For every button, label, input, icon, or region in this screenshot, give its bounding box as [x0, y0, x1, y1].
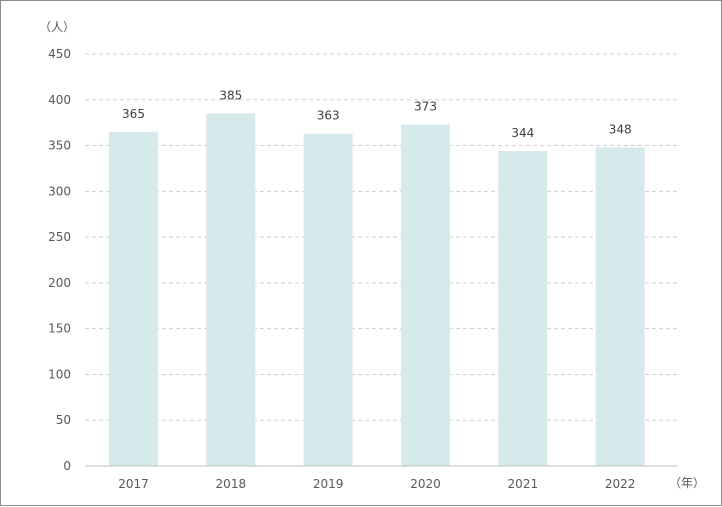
bar: [498, 151, 548, 466]
y-tick-label: 450: [48, 47, 71, 61]
bars: [109, 113, 645, 467]
bar: [303, 133, 353, 467]
y-unit-label: （人）: [39, 20, 75, 34]
x-tick-label: 2022: [605, 477, 636, 491]
y-tick-label: 50: [56, 413, 71, 427]
y-tick-label: 300: [48, 184, 71, 198]
data-label: 365: [122, 107, 145, 121]
x-tick-label: 2017: [118, 477, 149, 491]
x-tick-label: 2019: [313, 477, 344, 491]
y-tick-label: 400: [48, 93, 71, 107]
bar: [206, 113, 256, 466]
x-tick-label: 2021: [508, 477, 539, 491]
data-label: 363: [317, 109, 340, 123]
y-tick-label: 100: [48, 367, 71, 381]
x-unit-label: （年）: [669, 476, 705, 490]
data-label: 348: [609, 122, 632, 136]
y-tick-label: 250: [48, 230, 71, 244]
gridlines: [85, 53, 677, 421]
x-tick-label: 2020: [410, 477, 441, 491]
bar: [401, 124, 450, 467]
bar: [109, 131, 158, 467]
data-label: 344: [511, 126, 534, 140]
bar: [595, 147, 645, 467]
x-tick-label: 2018: [216, 477, 247, 491]
y-tick-label: 350: [48, 139, 71, 153]
data-label: 385: [219, 89, 242, 103]
y-tick-label: 0: [63, 459, 71, 473]
labels: 0 50 100 150 200 250 300 350 400 450 365 2017 385 201…: [48, 47, 635, 491]
y-tick-label: 200: [48, 276, 71, 290]
y-tick-label: 150: [48, 322, 71, 336]
data-label: 373: [414, 99, 437, 113]
